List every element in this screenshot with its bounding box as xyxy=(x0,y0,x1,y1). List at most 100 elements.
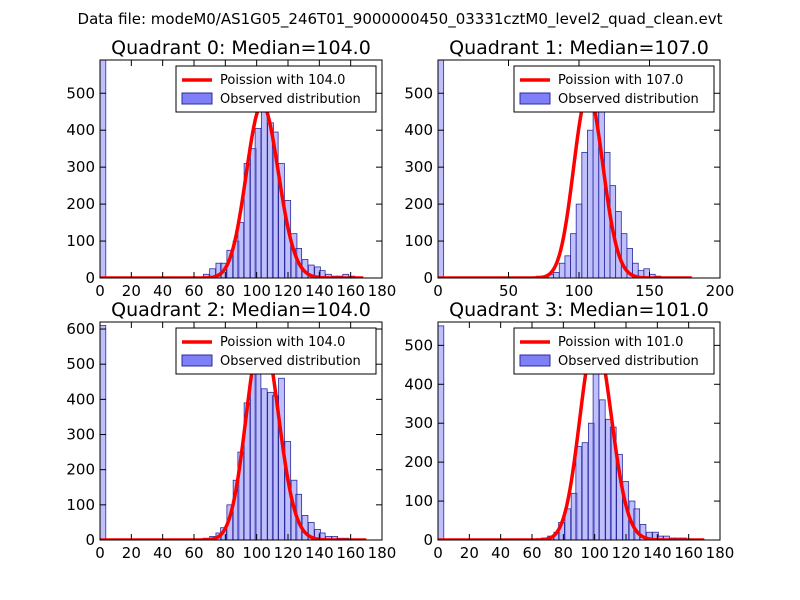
x-tick-label: 100 xyxy=(565,282,594,300)
plot-area xyxy=(100,60,364,278)
histogram-bar xyxy=(209,268,216,278)
y-tick-label: 400 xyxy=(66,121,95,139)
x-tick-label: 100 xyxy=(580,544,609,562)
histogram-bar xyxy=(260,388,268,540)
y-tick-label: 100 xyxy=(404,492,433,510)
histogram-bar xyxy=(587,129,594,278)
histogram-bar xyxy=(564,508,572,540)
x-tick-label: 140 xyxy=(305,282,334,300)
x-tick-label: 0 xyxy=(95,282,105,300)
y-tick-label: 0 xyxy=(85,531,95,549)
x-tick-label: 60 xyxy=(184,544,203,562)
x-tick-label: 120 xyxy=(612,544,641,562)
quadrant-0-panel: 0 20 40 60 80 100 120 140 160 1800100200300400500… xyxy=(66,37,396,300)
histogram-bar xyxy=(278,163,285,278)
y-tick-label: 100 xyxy=(404,232,433,250)
x-tick-label: 180 xyxy=(368,544,397,562)
y-tick-label: 0 xyxy=(85,269,95,287)
histogram-bar xyxy=(575,203,583,278)
poisson-curve xyxy=(438,91,693,278)
panel-title: Quadrant 2: Median=104.0 xyxy=(111,299,371,321)
histogram-bar xyxy=(307,264,315,278)
x-tick-label: 80 xyxy=(216,544,235,562)
y-tick-label: 200 xyxy=(66,461,95,479)
panel-title: Quadrant 3: Median=101.0 xyxy=(449,299,709,321)
histogram-bar xyxy=(237,222,245,278)
histogram-bar xyxy=(592,372,600,540)
y-tick-label: 300 xyxy=(66,158,95,176)
y-tick-label: 500 xyxy=(66,355,95,373)
plot-area xyxy=(438,325,705,540)
histogram-bar xyxy=(438,60,445,278)
quadrant-1-panel: 0 50 100 150 200 0 100 200 300 400 500 Quadrant 1: … xyxy=(404,37,734,300)
histogram-bar xyxy=(254,127,262,278)
y-tick-label: 300 xyxy=(404,158,433,176)
histogram-bar xyxy=(581,151,588,278)
histogram-bar xyxy=(639,524,647,540)
y-tick-label: 100 xyxy=(66,232,95,250)
histogram-bar xyxy=(564,255,571,278)
x-tick-label: 20 xyxy=(460,544,479,562)
y-tick-label: 300 xyxy=(404,414,433,432)
histogram-bar xyxy=(558,262,566,278)
legend: Poission with 107.0 Observed distribution xyxy=(513,65,715,113)
x-tick-label: 0 xyxy=(95,544,105,562)
x-tick-label: 150 xyxy=(635,282,664,300)
legend-bar-swatch xyxy=(181,354,213,367)
legend: Poission with 104.0 Observed distribution xyxy=(175,65,377,113)
x-tick-label: 180 xyxy=(706,544,735,562)
y-tick-label: 400 xyxy=(66,390,95,408)
y-tick-label: 500 xyxy=(404,336,433,354)
legend-bar-swatch xyxy=(519,354,551,367)
histogram-bar xyxy=(100,60,107,278)
histogram-bar xyxy=(581,442,589,540)
legend-bar-label: Observed distribution xyxy=(220,354,361,369)
x-tick-label: 100 xyxy=(242,544,271,562)
histogram-bar xyxy=(271,131,279,278)
x-tick-label: 20 xyxy=(122,544,141,562)
y-tick-label: 100 xyxy=(66,496,95,514)
legend: Poission with 104.0 Observed distribution xyxy=(175,327,377,375)
y-tick-label: 400 xyxy=(404,121,433,139)
x-tick-label: 50 xyxy=(499,282,518,300)
y-tick-label: 0 xyxy=(423,531,433,549)
poisson-curve xyxy=(100,102,364,278)
x-tick-label: 140 xyxy=(305,544,334,562)
legend: Poission with 101.0 Observed distribution xyxy=(513,327,715,375)
x-tick-label: 200 xyxy=(706,282,735,300)
x-tick-label: 80 xyxy=(216,282,235,300)
x-tick-label: 100 xyxy=(242,282,271,300)
panel-title: Quadrant 0: Median=104.0 xyxy=(111,37,371,59)
y-tick-label: 200 xyxy=(404,195,433,213)
x-tick-label: 0 xyxy=(433,544,443,562)
legend-bar-label: Observed distribution xyxy=(558,92,699,107)
x-tick-label: 60 xyxy=(522,544,541,562)
x-tick-label: 20 xyxy=(122,282,141,300)
panel-title: Quadrant 1: Median=107.0 xyxy=(449,37,709,59)
x-tick-label: 80 xyxy=(554,544,573,562)
histogram-bar xyxy=(307,522,315,540)
axes-frame xyxy=(437,321,721,541)
histogram-bar xyxy=(570,233,577,278)
quadrant-2-panel: 0 20 40 60 80 100 120 140 160 1800100200300400500… xyxy=(66,299,396,562)
histogram-bar xyxy=(438,325,445,540)
legend-curve-label: Poission with 101.0 xyxy=(558,335,683,350)
axes-frame xyxy=(99,321,383,541)
x-tick-label: 0 xyxy=(433,282,443,300)
figure-suptitle: Data file: modeM0/AS1G05_246T01_90000004… xyxy=(78,10,723,29)
legend-bar-label: Observed distribution xyxy=(220,92,361,107)
x-tick-label: 40 xyxy=(491,544,510,562)
legend-curve-label: Poission with 107.0 xyxy=(558,73,683,88)
y-tick-label: 500 xyxy=(404,84,433,102)
quadrant-3-panel: 0 20 40 60 80 100 120 140 160 1800100200300400500… xyxy=(404,299,734,562)
y-tick-label: 200 xyxy=(404,453,433,471)
legend-curve-label: Poission with 104.0 xyxy=(220,73,345,88)
histogram-bar xyxy=(100,325,107,540)
x-tick-label: 120 xyxy=(274,282,303,300)
legend-curve-label: Poission with 104.0 xyxy=(220,335,345,350)
axes-frame xyxy=(99,59,383,279)
x-tick-label: 160 xyxy=(336,544,365,562)
x-tick-label: 40 xyxy=(153,282,172,300)
histogram-bar xyxy=(254,356,262,540)
